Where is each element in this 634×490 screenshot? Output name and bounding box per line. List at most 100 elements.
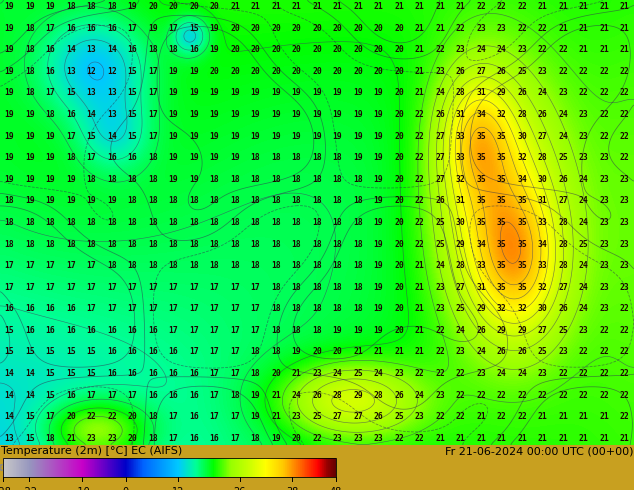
Text: 18: 18 <box>250 218 261 227</box>
Text: 23: 23 <box>538 369 547 378</box>
Text: 18: 18 <box>312 175 322 184</box>
Text: 16: 16 <box>66 391 76 399</box>
Text: 23: 23 <box>579 110 588 119</box>
Text: 20: 20 <box>394 326 404 335</box>
Text: 18: 18 <box>250 434 261 443</box>
Text: 17: 17 <box>87 153 96 162</box>
Text: 21: 21 <box>230 2 240 11</box>
Text: 19: 19 <box>169 89 178 98</box>
Text: 17: 17 <box>250 283 261 292</box>
Text: 24: 24 <box>415 391 424 399</box>
Bar <box>48 458 49 477</box>
Text: 22: 22 <box>435 46 445 54</box>
Bar <box>223 458 224 477</box>
Text: 18: 18 <box>250 261 261 270</box>
Text: 18: 18 <box>127 261 138 270</box>
Text: 29: 29 <box>476 304 486 313</box>
Text: 16: 16 <box>87 326 96 335</box>
Bar <box>307 458 308 477</box>
Text: 19: 19 <box>271 89 281 98</box>
Text: 15: 15 <box>127 110 138 119</box>
Bar <box>234 458 235 477</box>
Text: 23: 23 <box>333 434 342 443</box>
Text: 27: 27 <box>538 326 547 335</box>
Bar <box>92 458 93 477</box>
Bar <box>261 458 262 477</box>
Text: 19: 19 <box>25 132 35 141</box>
Text: 17: 17 <box>46 24 55 33</box>
Text: 27: 27 <box>435 175 445 184</box>
Bar <box>257 458 258 477</box>
Text: 19: 19 <box>189 110 199 119</box>
Text: 28: 28 <box>333 391 342 399</box>
Text: 22: 22 <box>579 391 588 399</box>
Bar <box>148 458 149 477</box>
Bar <box>70 458 71 477</box>
Bar <box>91 458 92 477</box>
Text: 14: 14 <box>25 391 35 399</box>
Bar <box>163 458 164 477</box>
Text: 21: 21 <box>415 261 424 270</box>
Text: 21: 21 <box>538 2 547 11</box>
Text: 18: 18 <box>66 240 76 248</box>
Bar <box>233 458 234 477</box>
Text: 18: 18 <box>333 175 342 184</box>
Text: 27: 27 <box>558 196 568 205</box>
Bar <box>31 458 32 477</box>
Bar <box>302 458 303 477</box>
Text: 22: 22 <box>599 347 609 356</box>
Bar <box>282 458 283 477</box>
Bar <box>206 458 207 477</box>
Text: 22: 22 <box>558 391 568 399</box>
Bar <box>193 458 194 477</box>
Text: 15: 15 <box>25 412 35 421</box>
Text: 21: 21 <box>619 434 630 443</box>
Text: 24: 24 <box>579 283 588 292</box>
Text: 32: 32 <box>496 110 507 119</box>
Text: 20: 20 <box>312 67 322 76</box>
Text: 25: 25 <box>579 240 588 248</box>
Text: 16: 16 <box>169 347 178 356</box>
Text: 17: 17 <box>189 283 199 292</box>
Text: 17: 17 <box>46 412 55 421</box>
Text: 35: 35 <box>496 175 507 184</box>
Text: 23: 23 <box>87 434 96 443</box>
Bar <box>132 458 133 477</box>
Text: 17: 17 <box>230 369 240 378</box>
Text: 24: 24 <box>456 326 465 335</box>
Bar <box>314 458 315 477</box>
Text: 16: 16 <box>107 153 117 162</box>
Text: 18: 18 <box>250 153 261 162</box>
Text: 19: 19 <box>333 326 342 335</box>
Bar <box>11 458 12 477</box>
Text: 20: 20 <box>271 24 281 33</box>
Text: 15: 15 <box>46 391 55 399</box>
Bar <box>44 458 45 477</box>
Text: 17: 17 <box>230 434 240 443</box>
Bar <box>330 458 331 477</box>
Text: 19: 19 <box>4 2 15 11</box>
Text: 18: 18 <box>271 283 281 292</box>
Text: 19: 19 <box>210 110 219 119</box>
Text: 18: 18 <box>87 240 96 248</box>
Text: 22: 22 <box>538 391 547 399</box>
Text: 17: 17 <box>169 283 178 292</box>
Bar <box>188 458 189 477</box>
Text: 17: 17 <box>66 283 76 292</box>
Bar <box>256 458 257 477</box>
Text: 25: 25 <box>394 412 404 421</box>
Text: 27: 27 <box>435 132 445 141</box>
Text: 18: 18 <box>66 2 76 11</box>
Bar <box>94 458 95 477</box>
Bar <box>88 458 89 477</box>
Bar <box>101 458 102 477</box>
Text: 26: 26 <box>456 67 465 76</box>
Text: 19: 19 <box>373 110 384 119</box>
Text: 16: 16 <box>46 304 55 313</box>
Text: 28: 28 <box>517 110 527 119</box>
Text: 18: 18 <box>148 196 158 205</box>
Bar <box>269 458 270 477</box>
Text: 16: 16 <box>189 46 199 54</box>
Bar <box>96 458 97 477</box>
Bar <box>75 458 76 477</box>
